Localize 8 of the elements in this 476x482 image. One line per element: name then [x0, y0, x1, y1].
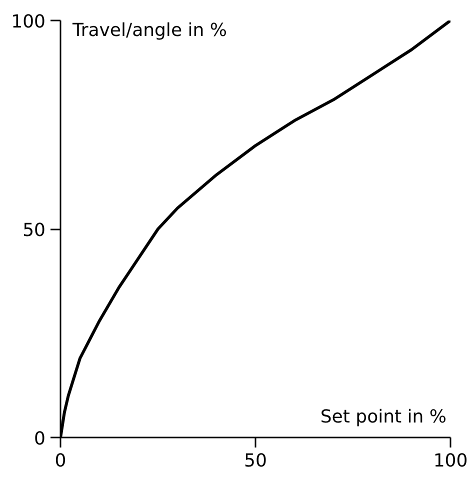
y-tick-label: 50 [22, 220, 46, 241]
x-tick-label: 100 [433, 450, 468, 472]
y-tick-label: 0 [34, 428, 46, 450]
x-axis-title: Set point in % [320, 406, 446, 428]
y-axis-title: Travel/angle in % [72, 20, 227, 41]
y-tick-label: 100 [11, 12, 46, 32]
x-tick-label: 50 [244, 450, 267, 472]
x-tick-label: 0 [54, 450, 66, 472]
